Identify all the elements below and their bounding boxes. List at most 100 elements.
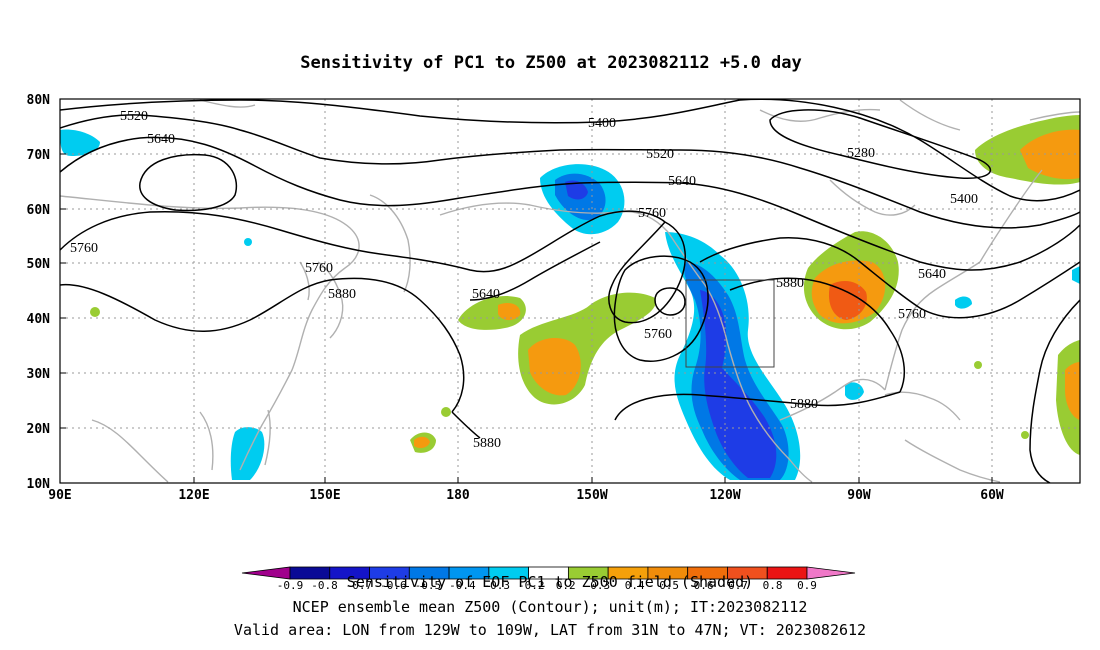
contour-5640-dateline (469, 241, 601, 301)
shade-pos-small-5 (1021, 431, 1029, 439)
lon-label: 150W (576, 488, 607, 503)
lon-label: 120E (178, 488, 209, 503)
coast-south-america (904, 439, 1001, 483)
colorbar-tick-label: 0.3 (590, 579, 610, 592)
colorbar-tick-label: 0.8 (763, 579, 783, 592)
plot-frame (59, 98, 1081, 484)
shade-pos-small-3 (441, 407, 451, 417)
shade-pos-small-1-core (414, 436, 430, 449)
coast-east-asia (60, 195, 360, 471)
contour-5760-loop (608, 221, 686, 324)
coast-philippines (264, 409, 271, 466)
lat-label: 70N (27, 148, 51, 163)
lat-label: 20N (27, 422, 51, 437)
coast-north-america-west (667, 231, 813, 483)
lat-label: 50N (27, 257, 51, 272)
contour-label: 5400 (588, 116, 616, 131)
coast-hudson-bay (829, 179, 916, 216)
colorbar-tick-label: -0.5 (415, 579, 442, 592)
coast-gulf-mexico (779, 378, 886, 421)
colorbar-tick-label: -0.3 (484, 579, 511, 592)
shade-pos-small-2 (90, 307, 100, 317)
shade-pos-small-4 (974, 361, 982, 369)
colorbar-tick-label: 0.6 (694, 579, 714, 592)
colorbar-tick-label: 0.9 (797, 579, 817, 592)
contour-label: 5400 (950, 192, 978, 207)
colorbar-tick-label: -0.2 (518, 579, 545, 592)
contour-high-ring-outer (613, 255, 709, 362)
valid-area-box (685, 279, 775, 368)
colorbar: -0.9 -0.8 -0.7 -0.6 -0.5 -0.4 -0.3 -0.2 0.2 0.3 0.… (241, 566, 856, 592)
coast-arctic-islands (199, 99, 961, 131)
coast-korea-japan (299, 261, 344, 339)
colorbar-tick-label: -0.7 (346, 579, 373, 592)
contour-5880-west (60, 277, 465, 413)
contour-label: 5520 (120, 109, 148, 124)
shade-neg-atlantic (955, 296, 972, 309)
contour-5880-east-lower (614, 391, 901, 421)
colorbar-tick-label: -0.9 (277, 579, 304, 592)
lon-label: 150E (309, 488, 340, 503)
lat-label: 10N (27, 477, 51, 492)
lon-label: 90W (847, 488, 871, 503)
colorbar-segments (241, 566, 856, 580)
contour-label: 5640 (918, 267, 946, 282)
lat-label: 60N (27, 203, 51, 218)
contour-5880-east-upper (729, 277, 906, 393)
colorbar-high-extension (806, 566, 856, 580)
colorbar-tick-label: -0.8 (311, 579, 338, 592)
contour-label: 5880 (776, 276, 804, 291)
lon-label: 60W (980, 488, 1004, 503)
colorbar-tick-label: 0.2 (556, 579, 576, 592)
contour-label: 5760 (644, 327, 672, 342)
map-plot-area (60, 99, 1080, 483)
contour-label: 5760 (70, 241, 98, 256)
shade-pos-atlantic-core (1065, 362, 1080, 420)
contour-label: 5280 (847, 146, 875, 161)
shade-neg-small-1 (244, 238, 252, 246)
lon-label: 90E (48, 488, 71, 503)
footer-line-valid-area: Valid area: LON from 129W to 109W, LAT f… (233, 621, 867, 639)
contour-label: 5640 (472, 287, 500, 302)
lat-label: 40N (27, 312, 51, 327)
contour-5880-south (1029, 299, 1080, 483)
contour-label: 5880 (790, 397, 818, 412)
contour-label: 5520 (646, 147, 674, 162)
footer-line-shading: Sensitivity of EOF PC1 to Z500 field (Sh… (346, 573, 754, 591)
latitude-labels: 80N 70N 60N 50N 40N 30N 20N 10N (27, 93, 51, 492)
contour-5520 (60, 114, 1080, 229)
colorbar-tick-labels: -0.9 -0.8 -0.7 -0.6 -0.5 -0.4 -0.3 -0.2 0.2 0.3 0.… (277, 579, 817, 592)
contour-label: 5760 (898, 307, 926, 322)
colorbar-tick-label: 0.4 (625, 579, 645, 592)
contour-5760-east (699, 236, 1080, 319)
contour-closed-low (139, 153, 238, 212)
coast-kamchatka (369, 194, 411, 293)
coast-east-us (884, 261, 981, 391)
longitude-labels: 90E 120E 150E 180 150W 120W 90W 60W (48, 488, 1004, 503)
contour-5760-west (60, 210, 666, 273)
contour-label: 5880 (328, 287, 356, 302)
shade-pos-east-us-core (828, 280, 867, 320)
axis-ticks (59, 98, 993, 484)
coast-labrador-greenland (979, 111, 1080, 263)
shade-pos-dateline-core (498, 303, 521, 321)
contour-5640-north (60, 136, 1080, 271)
shade-neg-west-coast-core (700, 290, 777, 478)
contour-label: 5640 (147, 132, 175, 147)
contour-label: 5760 (638, 206, 666, 221)
coast-alaska (439, 202, 669, 233)
shade-neg-gulf-mexico (845, 382, 864, 400)
contour-label: 5880 (473, 436, 501, 451)
coast-southeast-asia (91, 411, 214, 483)
colorbar-tick-label: -0.4 (449, 579, 476, 592)
lon-label: 120W (709, 488, 740, 503)
lon-label: 180 (446, 488, 470, 503)
contour-labels: 5520 5640 5400 5520 5640 5760 5280 5400 … (70, 109, 978, 451)
shade-neg-gulf-alaska-core (565, 180, 588, 200)
contour-5400 (60, 99, 1080, 202)
colorbar-tick-label: -0.6 (380, 579, 407, 592)
footer-line-contour: NCEP ensemble mean Z500 (Contour); unit(… (292, 598, 808, 616)
gridlines (60, 99, 1080, 483)
contour-5880-dateline (451, 411, 481, 439)
